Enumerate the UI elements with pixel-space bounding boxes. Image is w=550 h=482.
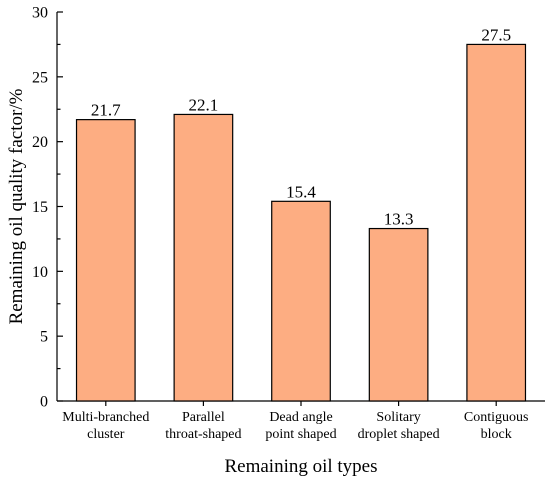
chart-axes: 0 5 10 15 20 25 30 Multi-branched cluster Paralle… <box>32 5 545 442</box>
y-tick-label: 15 <box>32 199 48 216</box>
bar <box>368 227 429 402</box>
y-tick-label: 0 <box>40 394 48 411</box>
bar <box>466 43 527 402</box>
y-tick-label: 30 <box>32 5 48 22</box>
x-tick-label: Contiguous block <box>464 410 529 442</box>
y-tick-label: 5 <box>40 329 48 346</box>
x-tick-label: Dead angle point shaped <box>265 410 336 442</box>
bar-value-label: 22.1 <box>189 95 219 114</box>
bar-value-label: 27.5 <box>481 25 511 44</box>
bar <box>173 113 234 402</box>
y-tick-label: 25 <box>32 69 48 86</box>
y-tick-label: 10 <box>32 264 48 281</box>
bar-value-label: 21.7 <box>91 101 121 120</box>
y-tick-label: 20 <box>32 134 48 151</box>
data-labels: 21.7 22.1 15.4 13.3 27.5 <box>91 25 511 228</box>
x-tick-label: Multi-branched cluster <box>62 410 149 442</box>
x-axis-title: Remaining oil types <box>224 456 377 477</box>
x-tick-label: Solitary droplet shaped <box>358 410 440 442</box>
y-axis-title: Remaining oil quality factor/% <box>6 88 27 324</box>
bar-series <box>75 43 527 402</box>
bar-value-label: 13.3 <box>384 210 414 229</box>
bar-value-label: 15.4 <box>286 182 316 201</box>
bar <box>75 119 136 402</box>
bar <box>271 200 331 402</box>
x-tick-label: Parallel throat-shaped <box>165 410 241 442</box>
